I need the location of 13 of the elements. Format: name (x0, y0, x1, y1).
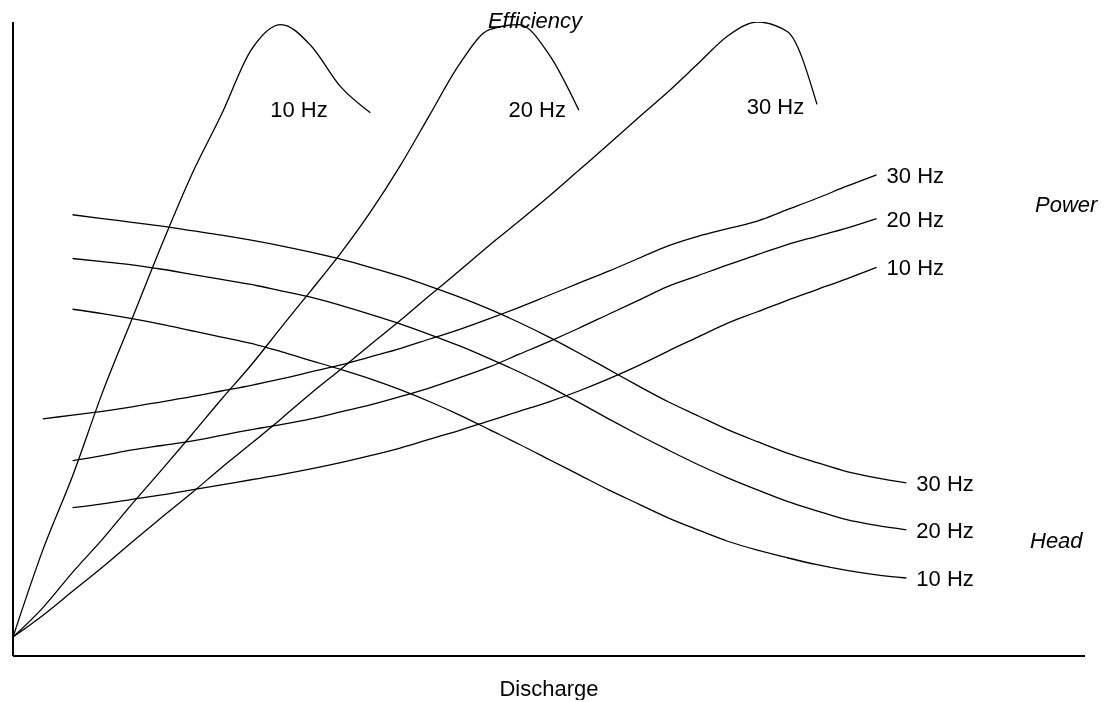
annotation: Power (1035, 192, 1100, 217)
series-label: 30 Hz (886, 162, 945, 188)
x-axis-title: Discharge (499, 676, 599, 701)
series-label: 10 Hz (270, 96, 328, 122)
series-label: 10 Hz (886, 255, 945, 281)
series-label: 20 Hz (508, 96, 566, 122)
annotation: Head (1030, 528, 1084, 553)
series-label: 20 Hz (886, 206, 945, 232)
series-label: 10 Hz (916, 566, 974, 592)
series-label: 30 Hz (916, 470, 974, 496)
series-label: 20 Hz (916, 517, 974, 543)
series-label: 30 Hz (746, 94, 805, 119)
annotation: Efficiency (487, 8, 585, 33)
